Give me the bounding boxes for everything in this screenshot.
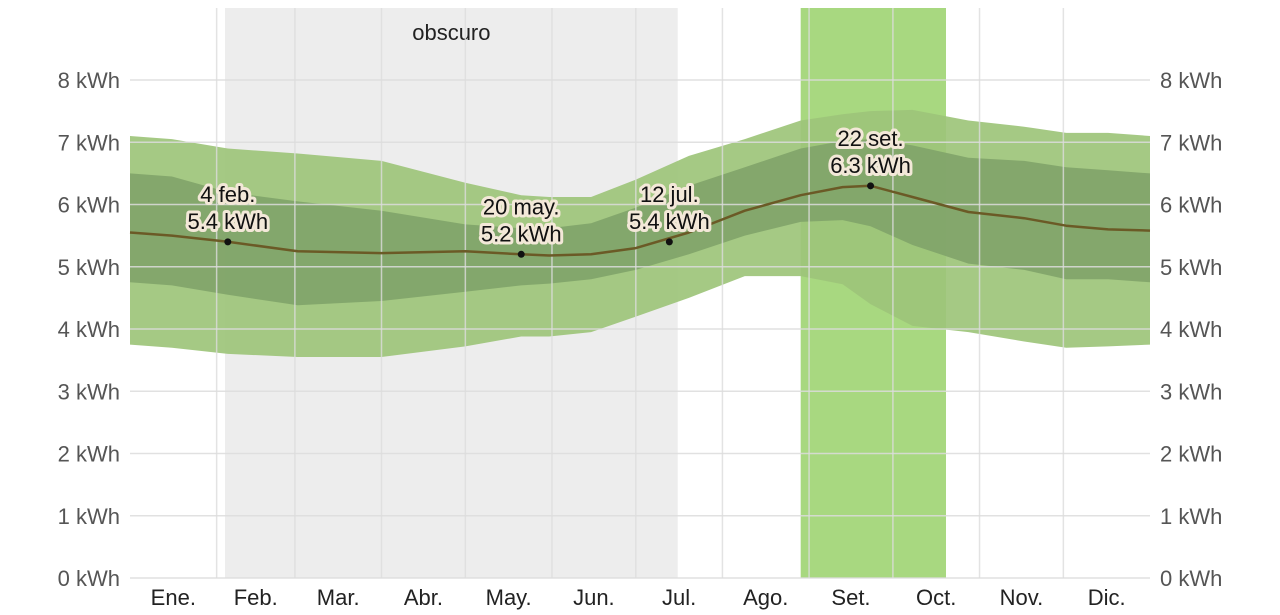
y-tick-label-right: 3 kWh bbox=[1160, 379, 1222, 404]
y-tick-label-left: 2 kWh bbox=[58, 442, 120, 467]
y-tick-label-left: 1 kWh bbox=[58, 504, 120, 529]
y-tick-label-right: 0 kWh bbox=[1160, 566, 1222, 591]
y-axis-left: 0 kWh 1 kWh 2 kWh 3 kWh 4 kWh 5 kWh 6 kWh 7 kWh… bbox=[58, 68, 120, 591]
y-tick-label-right: 6 kWh bbox=[1160, 193, 1222, 218]
y-tick-label-left: 7 kWh bbox=[58, 130, 120, 155]
y-tick-label-right: 2 kWh bbox=[1160, 442, 1222, 467]
y-tick-label-left: 6 kWh bbox=[58, 193, 120, 218]
annotation-point bbox=[867, 182, 875, 190]
x-tick-label: Jun. bbox=[573, 585, 615, 610]
y-tick-label-left: 8 kWh bbox=[58, 68, 120, 93]
y-tick-label-right: 5 kWh bbox=[1160, 255, 1222, 280]
annotation-date: 4 feb. bbox=[200, 182, 255, 207]
y-tick-label-right: 8 kWh bbox=[1160, 68, 1222, 93]
y-tick-label-right: 4 kWh bbox=[1160, 317, 1222, 342]
x-tick-label: Dic. bbox=[1088, 585, 1126, 610]
annotation-point bbox=[665, 238, 673, 246]
x-tick-label: Ene. bbox=[151, 585, 196, 610]
annotation-point bbox=[224, 238, 232, 246]
x-tick-label: Jul. bbox=[662, 585, 696, 610]
y-axis-right: 0 kWh 1 kWh 2 kWh 3 kWh 4 kWh 5 kWh 6 kWh 7 kWh… bbox=[1160, 68, 1222, 591]
median-line bbox=[129, 184, 1151, 257]
y-tick-label-left: 5 kWh bbox=[58, 255, 120, 280]
annotation-value: 5.2 kWh bbox=[481, 221, 562, 246]
y-tick-label-left: 0 kWh bbox=[58, 566, 120, 591]
y-tick-label-left: 4 kWh bbox=[58, 317, 120, 342]
annotation-date: 12 jul. bbox=[640, 182, 699, 207]
y-tick-label-left: 3 kWh bbox=[58, 379, 120, 404]
x-tick-label: Abr. bbox=[404, 585, 443, 610]
x-tick-label: Feb. bbox=[234, 585, 278, 610]
annotation-date: 20 may. bbox=[483, 194, 560, 219]
band-p25-p75 bbox=[130, 139, 1150, 306]
x-tick-label: Mar. bbox=[317, 585, 360, 610]
annotation-date: 22 set. bbox=[838, 126, 904, 151]
median-series bbox=[129, 184, 1151, 257]
x-tick-label: Set. bbox=[831, 585, 870, 610]
annotation-value: 6.3 kWh bbox=[830, 153, 911, 178]
x-tick-label: Nov. bbox=[1000, 585, 1044, 610]
percentile-bands bbox=[130, 109, 1150, 358]
x-tick-label: Ago. bbox=[743, 585, 788, 610]
annotation-point bbox=[517, 250, 525, 258]
dark-period-label: obscuro bbox=[412, 20, 490, 45]
y-tick-label-right: 7 kWh bbox=[1160, 130, 1222, 155]
x-tick-label: Oct. bbox=[916, 585, 956, 610]
x-axis: Ene. Feb. Mar. Abr. May. Jun. Jul. Ago. Set. Oct.… bbox=[151, 585, 1126, 610]
annotation-value: 5.4 kWh bbox=[629, 209, 710, 234]
grid-overlay bbox=[130, 8, 1150, 579]
annotation-value: 5.4 kWh bbox=[187, 209, 268, 234]
x-tick-label: May. bbox=[486, 585, 532, 610]
y-tick-label-right: 1 kWh bbox=[1160, 504, 1222, 529]
